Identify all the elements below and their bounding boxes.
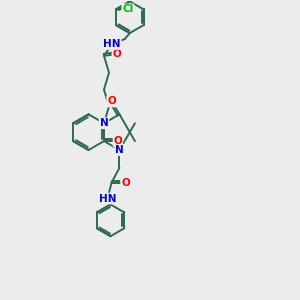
Text: O: O xyxy=(112,49,121,59)
Text: Cl: Cl xyxy=(122,4,134,14)
Text: O: O xyxy=(121,178,130,188)
Text: O: O xyxy=(107,97,116,106)
Text: N: N xyxy=(115,145,124,155)
Text: HN: HN xyxy=(103,39,121,49)
Text: O: O xyxy=(113,136,122,146)
Text: N: N xyxy=(100,118,108,128)
Text: HN: HN xyxy=(99,194,116,203)
